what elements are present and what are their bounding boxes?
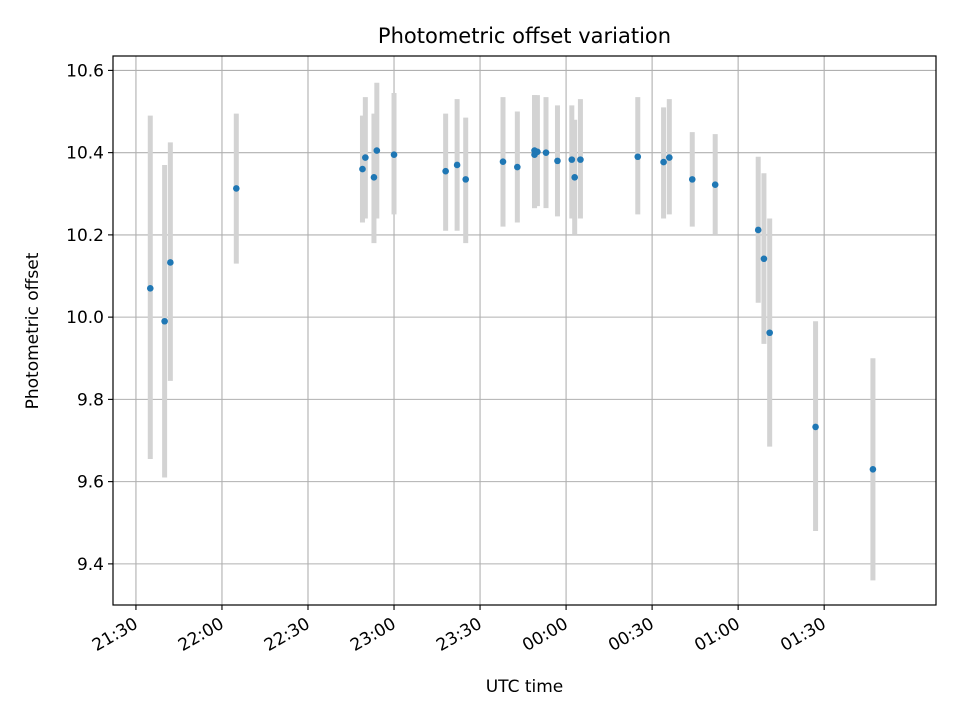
- y-tick-label: 9.4: [77, 555, 104, 575]
- y-tick-label: 10.2: [66, 226, 104, 246]
- data-point: [534, 148, 541, 156]
- grid: [113, 56, 936, 605]
- data-point: [760, 255, 768, 263]
- data-point: [869, 465, 877, 473]
- data-point: [568, 156, 576, 163]
- data-point: [542, 149, 550, 156]
- data-point: [161, 317, 168, 325]
- data-point: [373, 147, 381, 154]
- data-point: [359, 165, 366, 173]
- data-point: [766, 329, 773, 337]
- y-axis-label: Photometric offset: [23, 252, 43, 409]
- y-axis: 9.4 9.6 9.8 10.0 10.2 10.4 10.6: [66, 61, 113, 575]
- data-point: [390, 151, 398, 158]
- y-tick-label: 10.0: [66, 308, 104, 328]
- data-point: [362, 154, 369, 161]
- data-point: [554, 157, 561, 165]
- y-tick-label: 10.6: [66, 61, 104, 81]
- data-point: [442, 167, 449, 175]
- data-point: [577, 156, 584, 163]
- data-point: [666, 154, 673, 161]
- data-point: [462, 176, 470, 183]
- y-tick-label: 9.6: [77, 473, 104, 493]
- chart-title: Photometric offset variation: [378, 24, 671, 48]
- data-point: [812, 423, 819, 431]
- data-point: [146, 285, 154, 292]
- plot-frame: [112, 55, 937, 606]
- data-point: [688, 176, 696, 183]
- data-point: [167, 259, 174, 266]
- data-point: [499, 158, 507, 165]
- data-point: [660, 158, 667, 166]
- data-point: [453, 161, 461, 169]
- data-point: [711, 181, 719, 189]
- data-points: [146, 147, 877, 473]
- data-point: [634, 153, 642, 161]
- y-tick-label: 9.8: [77, 390, 104, 410]
- y-tick-label: 10.4: [66, 144, 104, 164]
- data-point: [514, 163, 521, 171]
- data-point: [370, 174, 378, 181]
- x-axis-label: UTC time: [486, 677, 564, 697]
- data-point: [754, 226, 762, 234]
- data-point: [233, 185, 240, 192]
- data-point: [571, 174, 578, 181]
